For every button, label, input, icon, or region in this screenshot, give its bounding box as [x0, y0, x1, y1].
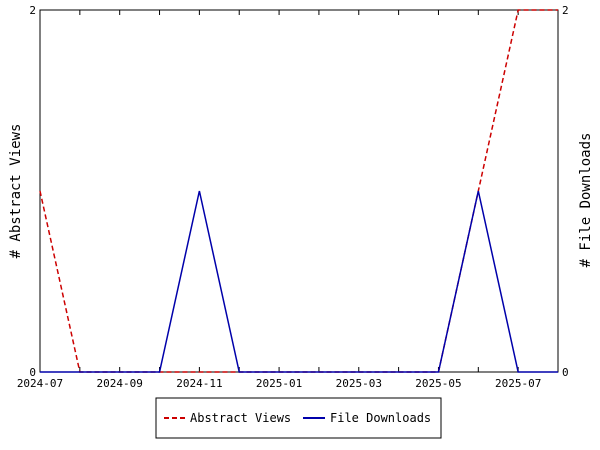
y-tick-label-right: 0 — [562, 366, 569, 379]
x-tick-label: 2024-11 — [176, 377, 222, 390]
series-lines — [39, 9, 558, 373]
x-tick-label: 2025-01 — [256, 377, 302, 390]
y-tick-label-right: 2 — [562, 4, 569, 17]
legend-box — [155, 397, 442, 439]
x-tick-label: 2024-07 — [17, 377, 63, 390]
x-tick-label: 2025-03 — [336, 377, 382, 390]
legend-label-abstract-views: Abstract Views — [190, 411, 291, 425]
x-tick-label: 2025-05 — [415, 377, 461, 390]
y-axis-left-title: # Abstract Views — [8, 124, 24, 259]
y-tick-label-left: 2 — [29, 4, 36, 17]
legend-label-file-downloads: File Downloads — [330, 411, 431, 425]
legend: Abstract Views File Downloads — [155, 397, 442, 439]
y-tick-label-left: 0 — [29, 366, 36, 379]
x-tick-label: 2025-07 — [495, 377, 541, 390]
series-line-file-downloads — [40, 190, 558, 373]
y-axis-tick-labels: 0 2 0 2 — [29, 4, 568, 379]
x-tick-label: 2024-09 — [97, 377, 143, 390]
x-axis-tick-labels: 2024-07 2024-09 2024-11 2025-01 2025-03 2025-… — [17, 377, 542, 390]
y-axis-right-title: # File Downloads — [578, 133, 594, 268]
